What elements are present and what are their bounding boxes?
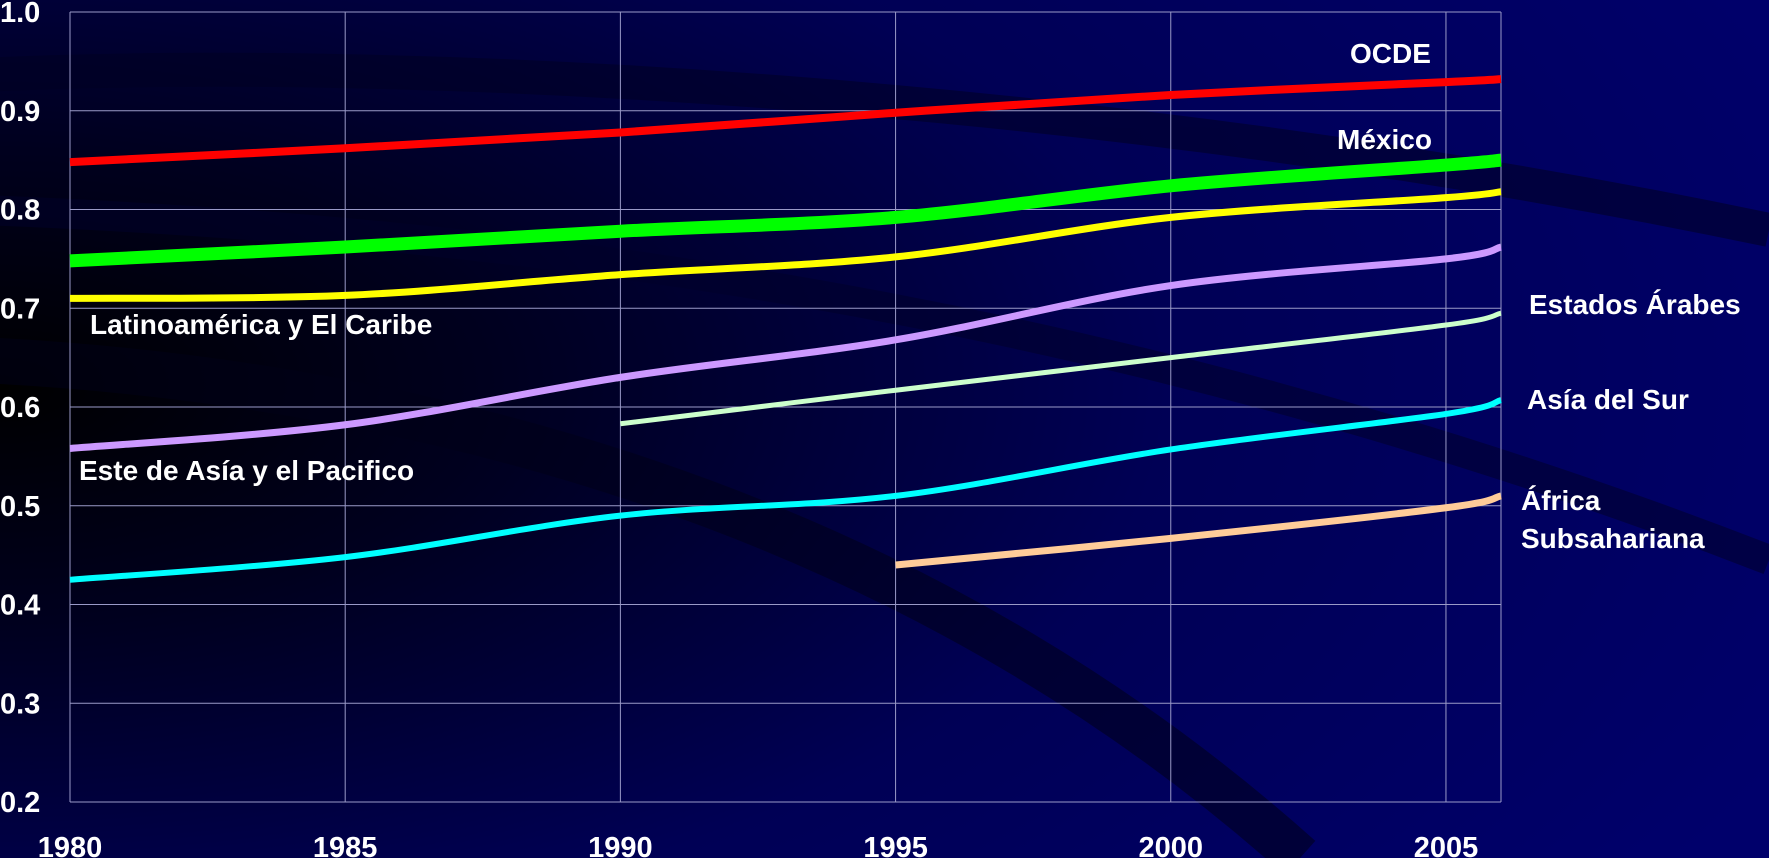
series-line-5 — [69, 397, 1502, 583]
y-tick-label-0.9: 0.9 — [0, 96, 40, 128]
y-tick-label-1.0: 1.0 — [0, 0, 40, 29]
y-tick-label-0.3: 0.3 — [0, 688, 40, 720]
x-tick-label-2000: 2000 — [1139, 832, 1204, 858]
background-swooshes — [0, 52, 1769, 858]
y-tick-label-0.7: 0.7 — [0, 293, 40, 325]
x-tick-label-1985: 1985 — [313, 832, 378, 858]
series-lines — [69, 75, 1502, 583]
x-tick-label-1980: 1980 — [38, 832, 103, 858]
series-line-4 — [620, 310, 1502, 427]
series-labels: OCDE México Latinoamérica y El Caribe Este … — [79, 38, 1741, 554]
y-tick-label-0.2: 0.2 — [0, 787, 40, 819]
x-axis-tick-labels: 1980 1985 1990 1995 2000 2005 — [38, 832, 1478, 858]
y-tick-label-0.4: 0.4 — [0, 590, 40, 622]
series-line-0 — [69, 75, 1502, 167]
series-label-3: Este de Asía y el Pacifico — [79, 455, 414, 486]
y-tick-label-0.5: 0.5 — [0, 491, 40, 523]
y-tick-label-0.8: 0.8 — [0, 195, 40, 227]
series-line-3 — [69, 243, 1502, 452]
y-axis-tick-labels: 0.2 0.3 0.4 0.5 0.6 0.7 0.8 0.9 1.0 — [0, 0, 40, 819]
series-line-6 — [895, 492, 1502, 569]
series-label-2: Latinoamérica y El Caribe — [90, 309, 432, 340]
x-tick-label-2005: 2005 — [1414, 832, 1479, 858]
series-line-2 — [69, 188, 1502, 302]
series-label-0: OCDE — [1350, 38, 1431, 69]
y-tick-label-0.6: 0.6 — [0, 392, 40, 424]
series-label-5: Asía del Sur — [1527, 384, 1689, 415]
series-line-1 — [69, 153, 1502, 268]
x-tick-label-1995: 1995 — [863, 832, 928, 858]
series-label-4: Estados Árabes — [1529, 289, 1741, 320]
x-tick-label-1990: 1990 — [588, 832, 653, 858]
series-label-1: México — [1337, 124, 1432, 155]
series-label-6-line-1: Subsahariana — [1521, 523, 1705, 554]
series-label-6-line-0: África — [1521, 485, 1601, 516]
